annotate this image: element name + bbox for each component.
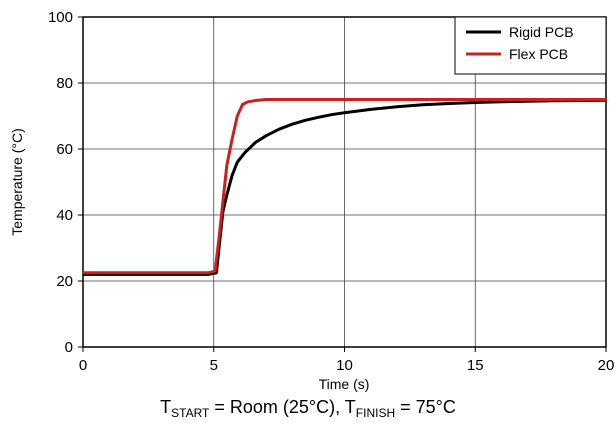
x-axis-ticks: 0 5 10 15 20 — [79, 347, 615, 374]
caption-mid: = Room (25°C), T — [209, 397, 356, 417]
x-tick-label: 5 — [210, 357, 218, 374]
series-lines — [83, 98, 607, 276]
x-tick-label: 10 — [336, 357, 353, 374]
chart-caption: TSTART = Room (25°C), TFINISH = 75°C — [0, 397, 616, 420]
caption-sub-finish: FINISH — [355, 406, 396, 420]
y-axis-ticks: 0 20 40 60 80 100 — [48, 9, 83, 356]
series-line-rigid-pcb — [83, 98, 607, 276]
y-tick-label: 20 — [56, 273, 73, 290]
series-line-flex-pcb — [83, 98, 606, 275]
legend-box — [454, 16, 607, 75]
y-tick-label: 60 — [56, 141, 73, 158]
x-axis-label: Time (s) — [319, 376, 370, 392]
x-tick-label: 20 — [598, 357, 615, 374]
y-tick-label: 0 — [65, 339, 73, 356]
x-tick-label: 0 — [79, 357, 87, 374]
temperature-chart: 0 20 40 60 80 100 0 5 10 15 20 Time (s) Temperatu… — [9, 9, 615, 392]
caption-t1: T — [160, 397, 172, 417]
legend: Rigid PCB Flex PCB — [454, 16, 607, 75]
caption-sub-start: START — [171, 406, 210, 420]
caption-end: = 75°C — [395, 397, 456, 417]
y-axis-label: Temperature (°C) — [9, 128, 25, 236]
legend-label-flex: Flex PCB — [509, 46, 568, 62]
y-tick-label: 100 — [48, 9, 73, 26]
legend-label-rigid: Rigid PCB — [509, 24, 574, 40]
y-tick-label: 80 — [56, 75, 73, 92]
y-tick-label: 40 — [56, 207, 73, 224]
x-tick-label: 15 — [467, 357, 484, 374]
